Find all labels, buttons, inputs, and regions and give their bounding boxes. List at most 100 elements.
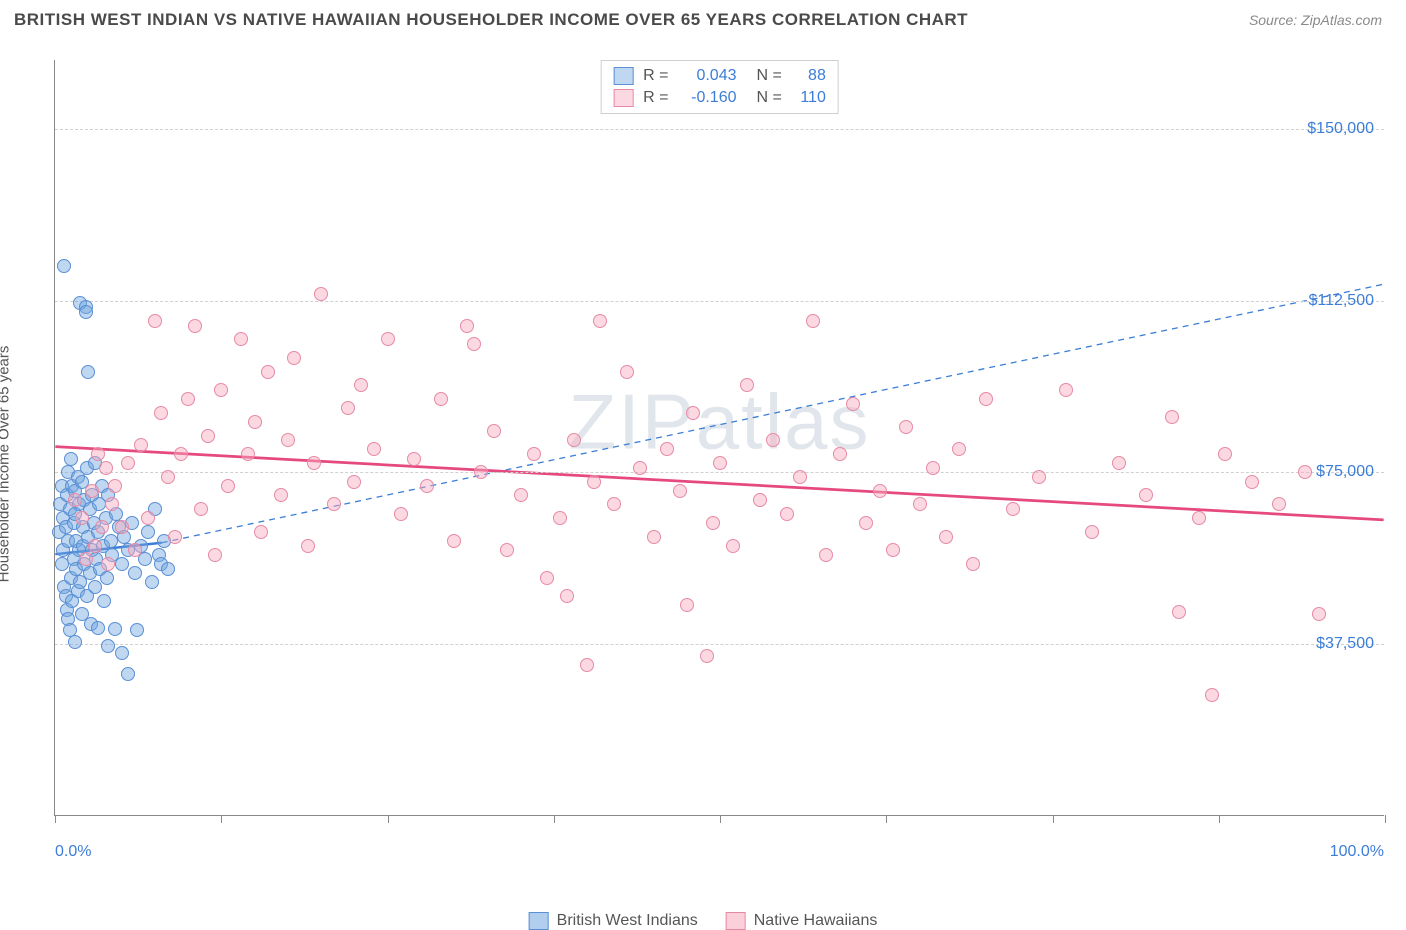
data-point [926,461,940,475]
data-point [115,520,129,534]
data-point [64,452,78,466]
data-point [79,552,93,566]
data-point [327,497,341,511]
header: BRITISH WEST INDIAN VS NATIVE HAWAIIAN H… [0,0,1406,38]
data-point [108,479,122,493]
data-point [381,332,395,346]
data-point [633,461,647,475]
data-point [97,594,111,608]
data-point [780,507,794,521]
data-point [686,406,700,420]
data-point [115,557,129,571]
data-point [487,424,501,438]
data-point [221,479,235,493]
data-point [939,530,953,544]
data-point [407,452,421,466]
bottom-legend: British West Indians Native Hawaiians [529,912,878,930]
x-tick [388,815,389,823]
data-point [174,447,188,461]
data-point [706,516,720,530]
data-point [85,484,99,498]
x-tick [886,815,887,823]
data-point [134,438,148,452]
data-point [1192,511,1206,525]
data-point [91,447,105,461]
data-point [873,484,887,498]
data-point [121,456,135,470]
gridline [55,644,1384,645]
data-point [201,429,215,443]
data-point [121,667,135,681]
data-point [587,475,601,489]
data-point [833,447,847,461]
data-point [79,305,93,319]
x-axis-label: 100.0% [1330,843,1384,861]
data-point [647,530,661,544]
data-point [899,420,913,434]
legend-item: British West Indians [529,912,698,930]
data-point [567,433,581,447]
x-tick [554,815,555,823]
trend-lines [55,60,1384,815]
r-value: 0.043 [679,67,737,85]
data-point [726,539,740,553]
data-point [560,589,574,603]
gridline [55,472,1384,473]
data-point [740,378,754,392]
data-point [420,479,434,493]
stats-row: R =0.043N =88 [613,65,826,87]
r-label: R = [643,89,668,107]
data-point [307,456,321,470]
data-point [1205,688,1219,702]
data-point [1085,525,1099,539]
data-point [88,539,102,553]
x-tick [1053,815,1054,823]
data-point [673,484,687,498]
data-point [104,534,118,548]
data-point [68,493,82,507]
data-point [194,502,208,516]
data-point [105,497,119,511]
y-tick-label: $75,000 [1316,463,1374,481]
data-point [474,465,488,479]
data-point [161,562,175,576]
data-point [287,351,301,365]
data-point [347,475,361,489]
n-value: 110 [792,89,826,107]
n-label: N = [757,67,782,85]
x-axis-label: 0.0% [55,843,91,861]
data-point [234,332,248,346]
data-point [700,649,714,663]
data-point [248,415,262,429]
data-point [460,319,474,333]
data-point [1006,502,1020,516]
data-point [593,314,607,328]
gridline [55,129,1384,130]
data-point [141,525,155,539]
data-point [913,497,927,511]
data-point [188,319,202,333]
data-point [1172,605,1186,619]
data-point [301,539,315,553]
data-point [1032,470,1046,484]
data-point [208,548,222,562]
data-point [101,639,115,653]
data-point [1218,447,1232,461]
data-point [1272,497,1286,511]
x-tick [1385,815,1386,823]
chart-title: BRITISH WEST INDIAN VS NATIVE HAWAIIAN H… [14,10,968,30]
data-point [660,442,674,456]
data-point [467,337,481,351]
data-point [527,447,541,461]
source-label: Source: ZipAtlas.com [1249,12,1382,28]
data-point [88,580,102,594]
x-tick [55,815,56,823]
data-point [1139,488,1153,502]
x-tick [720,815,721,823]
data-point [819,548,833,562]
data-point [680,598,694,612]
chart-container: ZIPatlas R =0.043N =88R =-0.160N =110 $3… [14,44,1392,884]
data-point [138,552,152,566]
legend-label: Native Hawaiians [754,912,878,930]
data-point [128,566,142,580]
